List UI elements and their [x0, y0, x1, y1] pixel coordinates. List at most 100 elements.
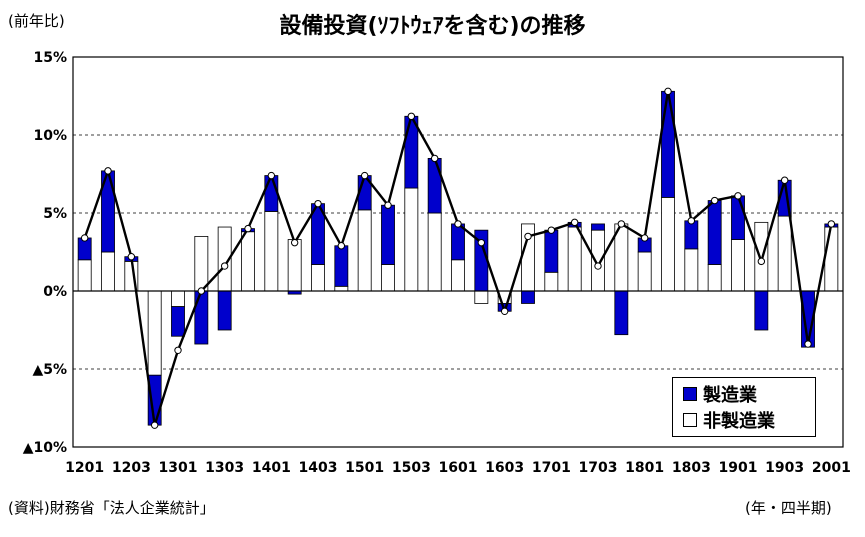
y-tick-label: 10%: [33, 128, 67, 144]
total-point: [314, 199, 322, 208]
manufacturing-bar: [707, 200, 722, 265]
non-manufacturing-bar: [404, 187, 419, 292]
non-manufacturing-bar: [77, 259, 92, 292]
total-point: [104, 167, 112, 175]
total-point: [664, 87, 672, 96]
manufacturing-bar: [194, 290, 209, 345]
non-manufacturing-bar: [474, 290, 489, 304]
chart-title: 設備投資(ｿﾌﾄｳｪｱを含む)の推移: [279, 14, 586, 39]
total-point: [687, 217, 696, 225]
non-manufacturing-bar: [427, 212, 442, 292]
total-point: [407, 112, 416, 120]
x-tick-label: 1401: [252, 460, 291, 476]
total-point: [500, 307, 509, 315]
non-manufacturing-bar: [707, 264, 722, 292]
non-manufacturing-bar: [684, 248, 699, 292]
non-manufacturing-bar: [777, 215, 792, 292]
manufacturing-bar: [591, 223, 605, 231]
x-unit-label: (年・四半期): [745, 499, 832, 517]
manufacturing-bar: [614, 290, 629, 336]
y-tick-label: 0%: [43, 284, 67, 300]
x-tick-label: 1603: [485, 460, 524, 476]
manufacturing-bar: [334, 245, 349, 287]
x-tick-label: 1301: [159, 460, 198, 476]
total-point: [547, 226, 556, 234]
manufacturing-bar: [544, 229, 559, 273]
x-tick-label: 1801: [625, 460, 664, 476]
x-tick-label: 1601: [439, 460, 478, 476]
x-tick-label: 1503: [392, 460, 431, 476]
x-tick-label: 1501: [345, 460, 384, 476]
non-manufacturing-bar: [147, 290, 162, 376]
total-point: [524, 232, 532, 241]
non-manufacturing-bar: [357, 209, 372, 292]
manufacturing-bar: [731, 195, 745, 240]
non-manufacturing-bar: [381, 264, 395, 292]
non-manufacturing-bar: [567, 226, 582, 292]
y-unit-label: (前年比): [8, 12, 65, 30]
non-manufacturing-bar: [264, 211, 279, 292]
total-point: [80, 234, 89, 242]
non-manufacturing-bar: [451, 259, 465, 292]
y-tick-label: 15%: [33, 50, 67, 66]
non-manufacturing-bar: [754, 221, 769, 292]
non-manufacturing-bar: [544, 271, 559, 292]
manufacturing-bar: [521, 290, 535, 304]
x-tick-label: 1303: [205, 460, 244, 476]
y-tick-label: ▲10%: [23, 440, 67, 456]
legend-label-non-manufacturing: 非製造業: [703, 411, 775, 432]
x-tick-label: 1901: [719, 460, 758, 476]
non-manufacturing-bar: [171, 290, 185, 308]
manufacturing-bar: [171, 306, 185, 337]
manufacturing-bar: [381, 204, 395, 265]
x-tick-label: 1703: [579, 460, 618, 476]
total-point: [384, 201, 392, 209]
non-manufacturing-bar: [101, 251, 115, 292]
non-manufacturing-bar: [311, 264, 325, 292]
total-point: [710, 196, 719, 205]
source-note: (資料)財務省「法人企業統計」: [8, 499, 215, 517]
legend-label-manufacturing: 製造業: [703, 385, 757, 406]
total-point: [267, 171, 276, 180]
x-tick-label: 1803: [672, 460, 711, 476]
total-point: [127, 252, 136, 261]
non-manufacturing-bar: [824, 226, 839, 292]
total-point: [757, 257, 766, 266]
non-manufacturing-bar: [661, 196, 675, 292]
non-manufacturing-bar: [194, 235, 209, 292]
manufacturing-bar: [661, 90, 675, 198]
total-point: [430, 154, 439, 163]
x-tick-label: 1201: [65, 460, 104, 476]
x-tick-label: 2001: [812, 460, 851, 476]
total-point: [220, 262, 229, 270]
manufacturing-bar: [451, 223, 465, 261]
x-tick-label: 1903: [765, 460, 804, 476]
manufacturing-bar: [427, 157, 442, 214]
manufacturing-bar: [264, 175, 279, 212]
x-tick-label: 1403: [299, 460, 338, 476]
non-manufacturing-bar: [731, 239, 745, 292]
total-point: [804, 340, 812, 348]
manufacturing-bar: [217, 290, 232, 331]
manufacturing-bar: [684, 220, 699, 250]
legend-swatch-non-manufacturing: [683, 413, 697, 427]
non-manufacturing-bar: [334, 285, 349, 292]
plot-area-frame: [72, 56, 844, 448]
total-point: [150, 421, 159, 429]
total-point: [734, 192, 742, 200]
total-point: [477, 238, 486, 247]
legend-swatch-manufacturing: [683, 387, 697, 401]
total-point: [244, 224, 252, 233]
total-point: [594, 262, 602, 270]
total-point: [640, 234, 649, 242]
non-manufacturing-bar: [591, 229, 605, 292]
total-point: [290, 238, 299, 247]
non-manufacturing-bar: [287, 239, 302, 292]
y-tick-label: 5%: [43, 206, 67, 222]
legend-item-manufacturing: 製造業: [683, 382, 757, 406]
total-point: [360, 171, 369, 180]
manufacturing-bar: [754, 290, 769, 331]
legend-item-non-manufacturing: 非製造業: [683, 408, 775, 432]
total-point: [827, 220, 836, 228]
